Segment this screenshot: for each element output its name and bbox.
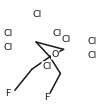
Text: F: F — [5, 89, 10, 98]
Text: Cl: Cl — [4, 29, 13, 38]
Text: Cl: Cl — [32, 10, 42, 19]
Text: Cl: Cl — [42, 62, 51, 71]
Text: Cl: Cl — [4, 43, 13, 52]
Text: Cl: Cl — [88, 51, 97, 60]
Text: Cl: Cl — [61, 35, 70, 44]
Text: O: O — [51, 50, 59, 59]
Text: Cl: Cl — [53, 29, 62, 38]
Text: F: F — [44, 93, 49, 102]
Text: Cl: Cl — [88, 37, 97, 47]
